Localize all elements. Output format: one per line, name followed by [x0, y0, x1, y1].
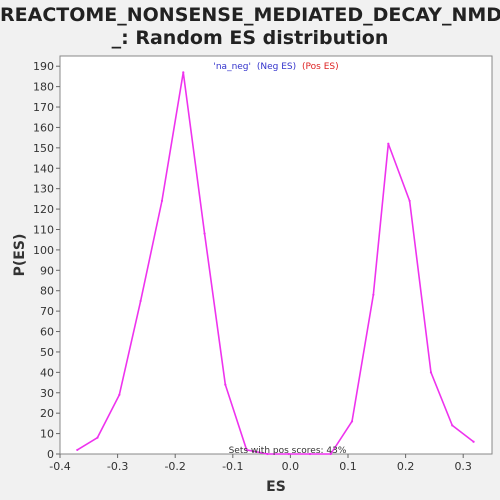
y-tick-label: 70 — [40, 305, 54, 318]
x-tick-label: -0.2 — [164, 460, 185, 473]
data-point — [472, 440, 475, 443]
x-tick-label: -0.4 — [49, 460, 70, 473]
y-axis-ticks: 0 10 20 30 40 50 60 70 80 90 100 110 120 130 140 150 160… — [33, 60, 60, 461]
data-point — [139, 299, 142, 303]
data-point — [203, 232, 206, 235]
x-tick-label: 0.2 — [397, 460, 415, 473]
legend-pos-es: (Pos ES) — [302, 62, 339, 72]
data-point — [224, 383, 227, 386]
y-axis-label: P(ES) — [12, 234, 28, 277]
y-tick-label: 160 — [33, 121, 54, 134]
data-point — [350, 420, 354, 423]
y-tick-label: 110 — [33, 223, 54, 236]
chart-title-line-2: _: Random ES distribution — [111, 27, 389, 49]
x-tick-label: 0.3 — [454, 460, 472, 473]
y-tick-label: 10 — [40, 428, 54, 441]
y-tick-label: 170 — [33, 101, 54, 114]
y-tick-label: 100 — [33, 244, 54, 257]
legend-neg-es: (Neg ES) — [257, 62, 296, 72]
legend: 'na_neg' (Neg ES) (Pos ES) — [213, 62, 338, 72]
y-tick-label: 180 — [33, 81, 54, 94]
data-point — [118, 393, 121, 396]
x-tick-label: 0.0 — [282, 460, 300, 473]
y-tick-label: 60 — [40, 326, 54, 339]
y-tick-label: 190 — [33, 60, 54, 73]
data-point — [96, 436, 99, 439]
y-tick-label: 120 — [33, 203, 54, 216]
x-axis-label: ES — [266, 479, 286, 495]
data-point — [266, 452, 269, 456]
y-tick-label: 20 — [40, 407, 54, 420]
es-distribution-line — [76, 72, 475, 455]
data-point — [76, 448, 79, 452]
y-tick-label: 50 — [40, 346, 54, 359]
y-tick-label: 130 — [33, 183, 54, 196]
chart-title-line-1: REACTOME_NONSENSE_MEDIATED_DECAY_NMD — [0, 4, 500, 26]
data-point — [429, 371, 433, 374]
y-tick-label: 80 — [40, 285, 54, 298]
plot-area — [59, 55, 493, 455]
x-tick-label: 0.1 — [339, 460, 357, 473]
data-point — [451, 424, 454, 427]
y-tick-label: 150 — [33, 142, 54, 155]
data-point — [160, 199, 164, 203]
data-point — [372, 293, 375, 296]
y-tick-label: 90 — [40, 264, 54, 277]
x-tick-label: -0.3 — [107, 460, 128, 473]
series-layer — [76, 71, 475, 456]
pos-score-annotation: Sets with pos scores: 43% — [229, 446, 347, 456]
y-tick-label: 30 — [40, 387, 54, 400]
y-tick-label: 140 — [33, 162, 54, 175]
y-tick-label: 0 — [47, 448, 54, 461]
data-point — [329, 452, 332, 456]
data-point — [287, 452, 290, 456]
legend-prefix: 'na_neg' — [213, 62, 251, 72]
x-axis-ticks: -0.4 -0.3 -0.2 -0.1 0.0 0.1 0.2 0.3 — [49, 454, 472, 473]
x-tick-label: -0.1 — [222, 460, 243, 473]
data-point — [308, 452, 312, 456]
data-point — [408, 199, 411, 203]
data-point — [245, 448, 248, 452]
data-point — [387, 142, 390, 145]
y-tick-label: 40 — [40, 366, 54, 379]
data-point — [182, 71, 185, 74]
